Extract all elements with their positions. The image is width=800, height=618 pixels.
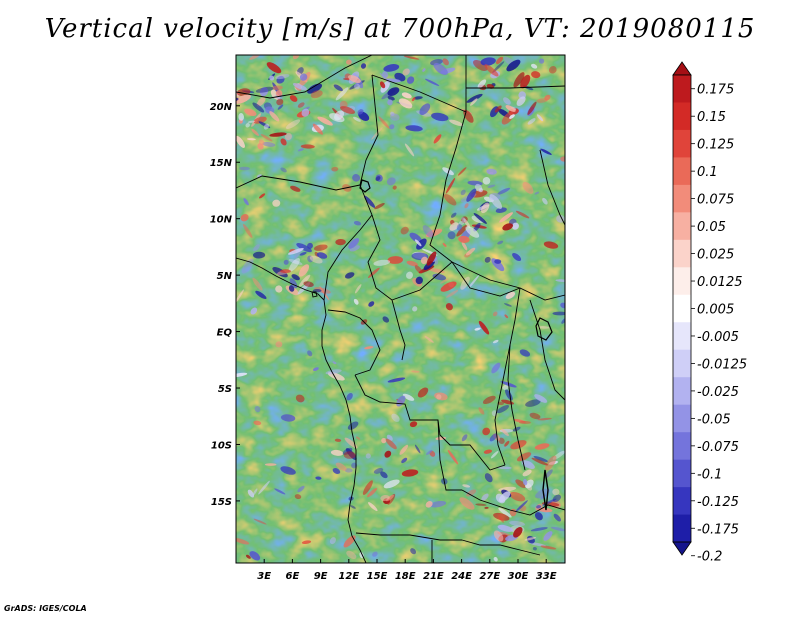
- lon-tick-label: 21E: [423, 571, 444, 582]
- colorbar-label: -0.2: [697, 550, 722, 565]
- lat-tick-label: 10N: [210, 215, 233, 226]
- lat-tick-label: 20N: [210, 102, 233, 113]
- map-plot-area: 3E 6E 9E 12E 15E 18E 21E 24E 27E 30E 33E 20N 15N 10N…: [210, 54, 566, 582]
- lake-victoria: [535, 317, 553, 341]
- coastline-west: [236, 257, 367, 563]
- border-lake-tanganyika: [507, 344, 526, 471]
- colorbar-swatch: [673, 184, 691, 213]
- lon-tick-label: 18E: [395, 571, 416, 582]
- longitude-axis: 3E 6E 9E 12E 15E 18E 21E 24E 27E 30E 33E: [257, 559, 557, 582]
- lat-tick-label: 15N: [210, 158, 233, 169]
- footer-credit: GrADS: IGES/COLA: [4, 604, 87, 613]
- border-nigeria-north: [236, 175, 361, 191]
- bioko-island: [311, 291, 318, 298]
- colorbar-top-arrow: [672, 61, 692, 76]
- colorbar-label: -0.05: [697, 412, 731, 427]
- colorbar-swatch: [673, 239, 691, 268]
- border-angola-zambia: [437, 419, 462, 491]
- colorbar-label: -0.005: [697, 330, 739, 345]
- border-chad-sudan: [429, 111, 467, 263]
- colorbar-label: -0.1: [697, 467, 722, 482]
- colorbar-swatch: [673, 322, 691, 351]
- border-sudan-ethiopia: [539, 149, 565, 226]
- colorbar: 0.175 0.15 0.125 0.1 0.075 0.05 0.025 0.0125 0.0…: [672, 61, 747, 565]
- velocity-field: [236, 55, 565, 563]
- lat-tick-label: 15S: [211, 497, 232, 508]
- colorbar-swatch: [673, 487, 691, 515]
- colorbar-label: 0.025: [697, 248, 734, 263]
- lon-tick-label: 24E: [451, 571, 472, 582]
- colorbar-swatch: [673, 75, 691, 103]
- border-niger-chad: [359, 74, 379, 216]
- colorbar-swatch: [673, 377, 691, 405]
- colorbar-label: -0.0125: [697, 357, 747, 372]
- border-south-sudan-south: [451, 261, 565, 301]
- lon-tick-label: 27E: [479, 571, 500, 582]
- border-congo-drc: [391, 299, 406, 361]
- lake-malawi: [542, 469, 549, 511]
- border-drc-east: [494, 287, 521, 466]
- border-gabon-congo: [327, 309, 381, 376]
- border-east-africa: [529, 299, 565, 401]
- border-libya-chad: [371, 55, 467, 113]
- colorbar-swatch: [673, 157, 691, 186]
- lon-tick-label: 15E: [367, 571, 388, 582]
- colorbar-swatch: [673, 459, 691, 488]
- colorbar-swatch: [673, 349, 691, 378]
- lat-tick-label: 5S: [218, 384, 232, 395]
- country-borders: [236, 55, 565, 563]
- colorbar-label: 0.05: [697, 220, 726, 235]
- colorbar-bottom-arrow: [672, 541, 692, 556]
- colorbar-label: 0.15: [697, 110, 726, 125]
- colorbar-swatch: [673, 212, 691, 241]
- colorbar-label: -0.025: [697, 385, 739, 400]
- colorbar-swatch: [673, 514, 691, 543]
- colorbar-label: 0.0125: [697, 275, 743, 290]
- lat-tick-label: EQ: [217, 328, 233, 339]
- border-zambia-mozambique: [461, 489, 565, 516]
- colorbar-label: -0.075: [697, 440, 739, 455]
- colorbar-swatch: [673, 404, 691, 433]
- colorbar-label: 0.075: [697, 193, 734, 208]
- lon-tick-label: 33E: [536, 571, 557, 582]
- border-nigeria-cameroon: [323, 214, 373, 301]
- colorbar-label: 0.1: [697, 165, 718, 180]
- lon-tick-label: 3E: [257, 571, 271, 582]
- page-title: Vertical velocity [m/s] at 700hPa, VT: 2…: [44, 14, 756, 44]
- lat-tick-label: 5N: [217, 271, 233, 282]
- colorbar-swatch: [673, 294, 691, 323]
- colorbar-swatch: [673, 432, 691, 460]
- lon-tick-label: 6E: [286, 571, 300, 582]
- lon-tick-label: 9E: [314, 571, 328, 582]
- colorbar-label: 0.005: [697, 303, 734, 318]
- border-cameroon-car: [367, 214, 393, 301]
- colorbar-swatch: [673, 129, 691, 158]
- latitude-axis: 20N 15N 10N 5N EQ 5S 10S 15S: [210, 102, 240, 508]
- lon-tick-label: 12E: [338, 571, 359, 582]
- border-algeria-niger: [236, 55, 373, 99]
- colorbar-label: -0.125: [697, 495, 739, 510]
- lat-tick-label: 10S: [211, 440, 232, 451]
- lake-chad: [359, 179, 371, 193]
- border-sudan-east: [466, 85, 565, 89]
- border-zambia-zimbabwe: [461, 539, 541, 556]
- border-angola-namibia: [355, 532, 462, 541]
- lon-tick-label: 30E: [508, 571, 529, 582]
- colorbar-swatch: [673, 267, 691, 296]
- colorbar-swatch: [673, 102, 691, 131]
- colorbar-label: 0.125: [697, 138, 734, 153]
- colorbar-label: -0.175: [697, 522, 739, 537]
- plot-frame: [235, 54, 566, 564]
- colorbar-label: 0.175: [697, 83, 734, 98]
